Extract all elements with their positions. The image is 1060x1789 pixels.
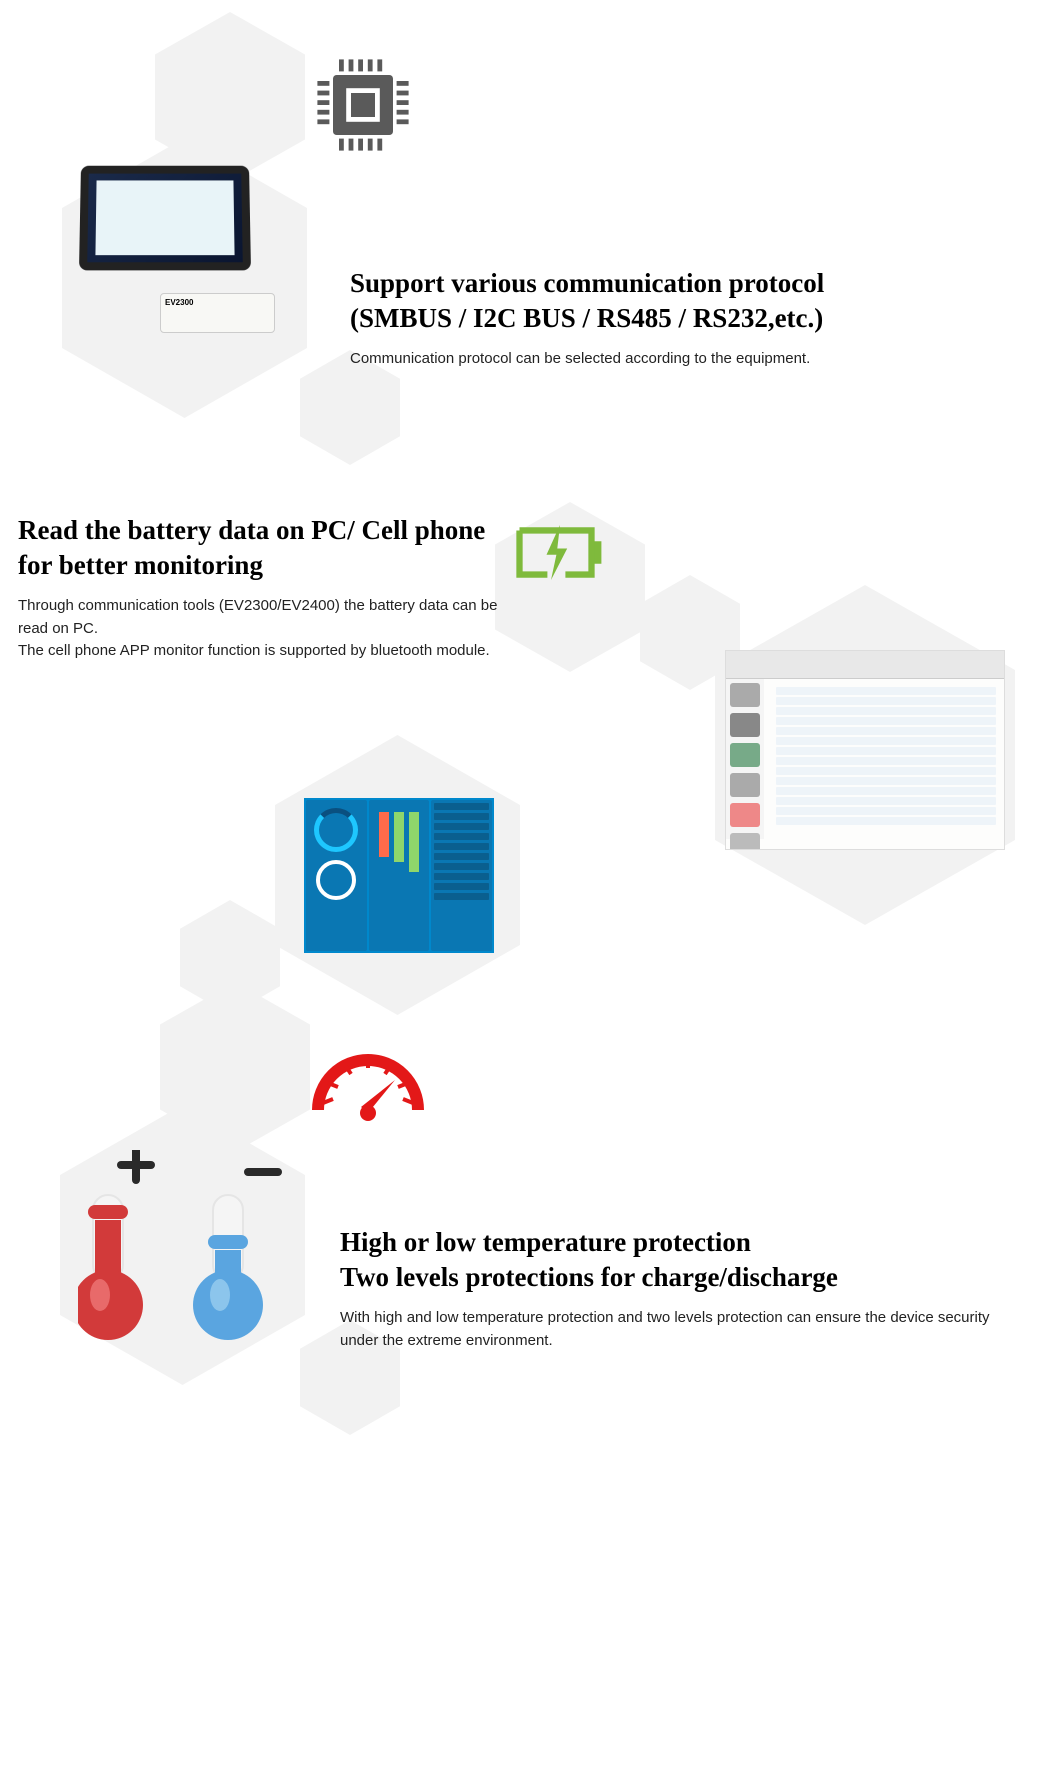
phone-list-panel: [431, 800, 492, 951]
monitoring-text-block: Read the battery data on PC/ Cell phone …: [18, 513, 498, 663]
battery-icon-container: [515, 520, 625, 620]
device-label: EV2300: [165, 298, 193, 307]
heading-line: Two levels protections for charge/discha…: [340, 1262, 838, 1292]
temperature-text-block: High or low temperature protection Two l…: [340, 1225, 1020, 1352]
protocol-section: EV2300 Support various communication pro…: [0, 0, 1060, 490]
heading-line: for better monitoring: [18, 550, 263, 580]
temperature-heading: High or low temperature protection Two l…: [340, 1225, 1020, 1295]
heading-line: High or low temperature protection: [340, 1227, 751, 1257]
temperature-body: With high and low temperature protection…: [340, 1307, 1020, 1352]
laptop-illustration: EV2300: [80, 165, 255, 285]
temperature-section: High or low temperature protection Two l…: [0, 970, 1060, 1470]
chip-icon: [303, 45, 423, 165]
thermometers-illustration: [78, 1150, 288, 1355]
phone-app-screenshot: [304, 798, 494, 953]
gauge-icon-container: [303, 1020, 453, 1190]
phone-gauge-panel: [306, 800, 367, 951]
monitoring-body2: The cell phone APP monitor function is s…: [18, 640, 498, 663]
monitoring-body1: Through communication tools (EV2300/EV24…: [18, 595, 498, 640]
ev2300-device: EV2300: [160, 293, 275, 333]
pc-toolbar: [726, 651, 1004, 679]
laptop-screen: [79, 166, 251, 271]
gauge-icon: [303, 1035, 433, 1125]
monitoring-heading: Read the battery data on PC/ Cell phone …: [18, 513, 498, 583]
pc-software-screenshot: [725, 650, 1005, 850]
protocol-body: Communication protocol can be selected a…: [350, 348, 1030, 371]
protocol-text-block: Support various communication protocol (…: [350, 266, 1030, 371]
heading-line: Support various communication protocol: [350, 268, 824, 298]
pc-data-table: [768, 679, 1004, 835]
pc-sidebar: [726, 679, 764, 839]
chip-icon-container: [303, 45, 453, 215]
protocol-heading: Support various communication protocol (…: [350, 266, 1030, 336]
heading-line: Read the battery data on PC/ Cell phone: [18, 515, 485, 545]
phone-bars-panel: [369, 800, 430, 951]
heading-line: (SMBUS / I2C BUS / RS485 / RS232,etc.): [350, 303, 823, 333]
battery-charging-icon: [515, 520, 605, 585]
thermometers-icon: [78, 1150, 288, 1350]
monitoring-section: Read the battery data on PC/ Cell phone …: [0, 490, 1060, 970]
